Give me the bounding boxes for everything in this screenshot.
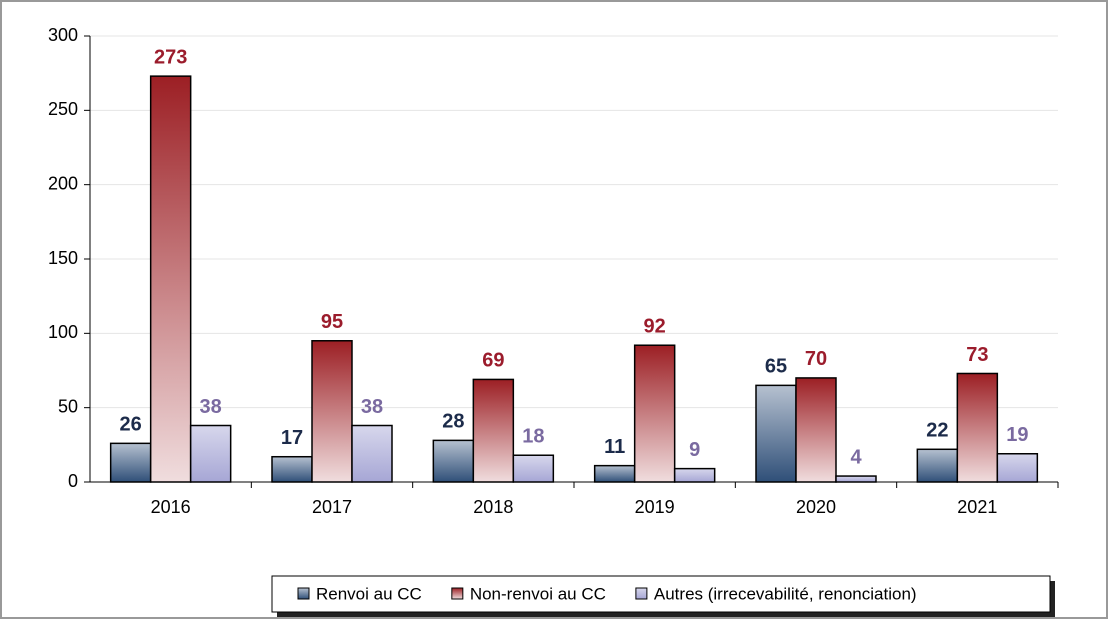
bar [472,378,515,483]
y-tick-label: 150 [48,248,78,268]
data-label: 17 [281,427,303,449]
legend-marker [451,587,464,600]
data-label: 92 [644,316,666,338]
bar [835,475,877,483]
bar [956,372,999,483]
data-label: 28 [442,411,464,433]
bar [755,384,797,483]
x-tick-label: 2017 [312,497,352,517]
bar [189,424,232,483]
bar [795,377,837,483]
x-tick-label: 2019 [635,497,675,517]
y-tick-label: 50 [58,396,78,416]
data-label: 38 [200,396,222,418]
y-tick-label: 0 [68,471,78,491]
data-label: 73 [966,344,988,366]
data-label: 22 [926,420,948,442]
data-label: 11 [604,436,625,458]
legend-marker [635,587,648,600]
bar [512,454,555,483]
data-label: 4 [850,446,862,468]
y-tick-label: 200 [48,173,78,193]
data-label: 38 [361,396,383,418]
bar [996,453,1039,483]
data-label: 18 [522,426,544,448]
data-label: 19 [1006,424,1028,446]
x-tick-label: 2021 [957,497,997,517]
y-tick-label: 300 [48,25,78,45]
bar [109,442,152,483]
legend-label: Non-renvoi au CC [470,584,606,603]
bar [633,344,676,483]
x-tick-label: 2018 [473,497,513,517]
bar [351,424,393,483]
bar [271,455,313,483]
data-label: 26 [120,414,142,436]
legend-label: Renvoi au CC [316,584,422,603]
data-label: 95 [321,311,343,333]
y-tick-label: 100 [48,322,78,342]
bar [593,464,636,483]
data-label: 65 [765,356,787,378]
data-label: 70 [805,348,827,370]
x-tick-label: 2016 [151,497,191,517]
bar [432,439,475,483]
bar [916,448,959,483]
bar [149,75,192,483]
data-label: 9 [689,439,700,461]
legend-label: Autres (irrecevabilité, renonciation) [654,584,917,603]
bar [673,467,716,483]
legend-marker [297,587,310,600]
bar [311,340,353,483]
data-label: 69 [482,350,504,372]
legend: Renvoi au CC Non-renvoi au CC Autres (irre… [271,575,1055,617]
y-tick-label: 250 [48,99,78,119]
data-label: 273 [154,46,187,68]
x-tick-label: 2020 [796,497,836,517]
legend-box [271,575,1051,613]
